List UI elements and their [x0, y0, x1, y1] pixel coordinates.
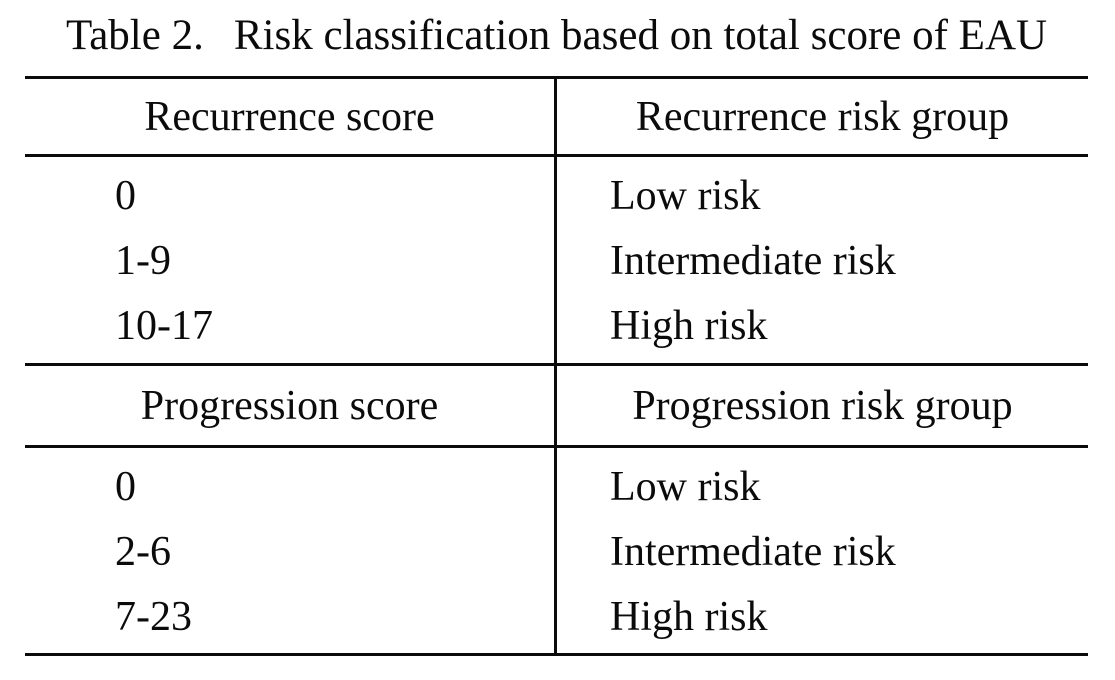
recurrence-risk-group-header-cell: Recurrence risk group — [635, 93, 1010, 140]
recurrence-risk-group-column: Low risk Intermediate risk High risk — [557, 157, 1088, 363]
risk-group-cell: High risk — [610, 302, 768, 349]
score-cell: 7-23 — [115, 593, 192, 640]
progression-score-column: 0 2-6 7-23 — [25, 448, 557, 653]
recurrence-score-header-cell: Recurrence score — [25, 79, 557, 154]
score-cell: 2-6 — [115, 528, 171, 575]
risk-group-cell: High risk — [610, 593, 768, 640]
recurrence-score-column: 0 1-9 10-17 — [25, 157, 557, 363]
recurrence-header-row: Recurrence score Recurrence risk group — [25, 79, 1088, 157]
progression-header-row: Progression score Progression risk group — [25, 366, 1088, 448]
risk-group-cell: Intermediate risk — [610, 237, 896, 284]
risk-group-cell: Low risk — [610, 172, 761, 219]
progression-risk-group-column: Low risk Intermediate risk High risk — [557, 448, 1088, 653]
table-caption: Table 2. Risk classification based on tot… — [25, 8, 1088, 64]
score-cell: 0 — [115, 463, 136, 510]
table-title-text: Risk classification based on total score… — [233, 12, 1048, 59]
risk-group-cell: Intermediate risk — [610, 528, 896, 575]
score-cell: 10-17 — [115, 302, 213, 349]
progression-score-header-cell: Progression score — [25, 366, 557, 445]
score-cell: 1-9 — [115, 237, 171, 284]
risk-classification-table: Recurrence score Recurrence risk group 0… — [25, 76, 1088, 656]
table-number-label: Table 2. — [65, 12, 204, 59]
progression-risk-group-header-cell: Progression risk group — [632, 382, 1013, 429]
recurrence-body: 0 1-9 10-17 Low risk Intermediate risk H… — [25, 157, 1088, 366]
progression-body: 0 2-6 7-23 Low risk Intermediate risk Hi… — [25, 448, 1088, 653]
risk-group-cell: Low risk — [610, 463, 761, 510]
score-cell: 0 — [115, 172, 136, 219]
